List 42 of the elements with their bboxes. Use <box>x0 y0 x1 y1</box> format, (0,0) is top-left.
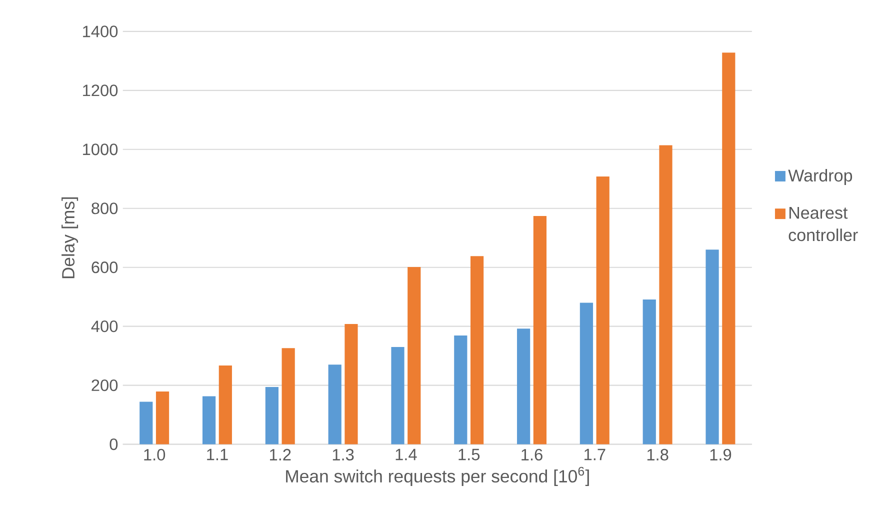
legend-label: Nearest controller <box>788 207 858 242</box>
y-axis-title: Delay [ms] <box>62 197 78 278</box>
y-tick-label: 1200 <box>83 84 118 96</box>
y-tick-label: 1400 <box>83 26 118 38</box>
x-tick-label: 1.3 <box>332 448 354 461</box>
y-tick-label: 0 <box>110 438 118 450</box>
y-tick-label: 800 <box>92 202 118 214</box>
bar <box>470 256 484 444</box>
bar <box>328 364 342 444</box>
bar <box>156 392 170 444</box>
bar <box>344 324 358 444</box>
bar <box>722 52 736 444</box>
x-tick-label: 1.1 <box>207 448 228 460</box>
bar <box>265 387 278 444</box>
x-axis-title: Mean switch requests per second [10$^{6}$] <box>286 466 589 486</box>
bar <box>408 267 421 444</box>
x-tick-label: 1.6 <box>522 448 542 461</box>
bar <box>642 300 656 444</box>
bar <box>596 176 610 444</box>
bar <box>391 347 404 444</box>
bar <box>140 402 153 444</box>
x-tick-label: 1.7 <box>584 448 606 460</box>
x-tick-label: 1.0 <box>144 448 166 461</box>
x-tick-label: 1.2 <box>270 448 291 460</box>
x-tick-label: 1.9 <box>710 448 732 461</box>
legend-label: Wardrop <box>788 169 852 186</box>
bar <box>282 348 295 444</box>
y-tick-label: 1000 <box>83 144 118 156</box>
x-tick-label: 1.5 <box>458 448 480 460</box>
bar <box>202 396 216 444</box>
bar <box>454 336 468 444</box>
bar <box>533 216 546 444</box>
bar <box>659 145 672 444</box>
x-tick-label: 1.4 <box>396 448 417 460</box>
bar <box>580 302 594 444</box>
bar <box>706 250 719 444</box>
y-tick-label: 200 <box>92 380 118 392</box>
y-tick-label: 400 <box>91 320 118 332</box>
bar <box>517 328 530 444</box>
bar <box>218 366 232 444</box>
x-tick-label: 1.8 <box>647 448 668 461</box>
y-tick-label: 600 <box>92 262 118 274</box>
